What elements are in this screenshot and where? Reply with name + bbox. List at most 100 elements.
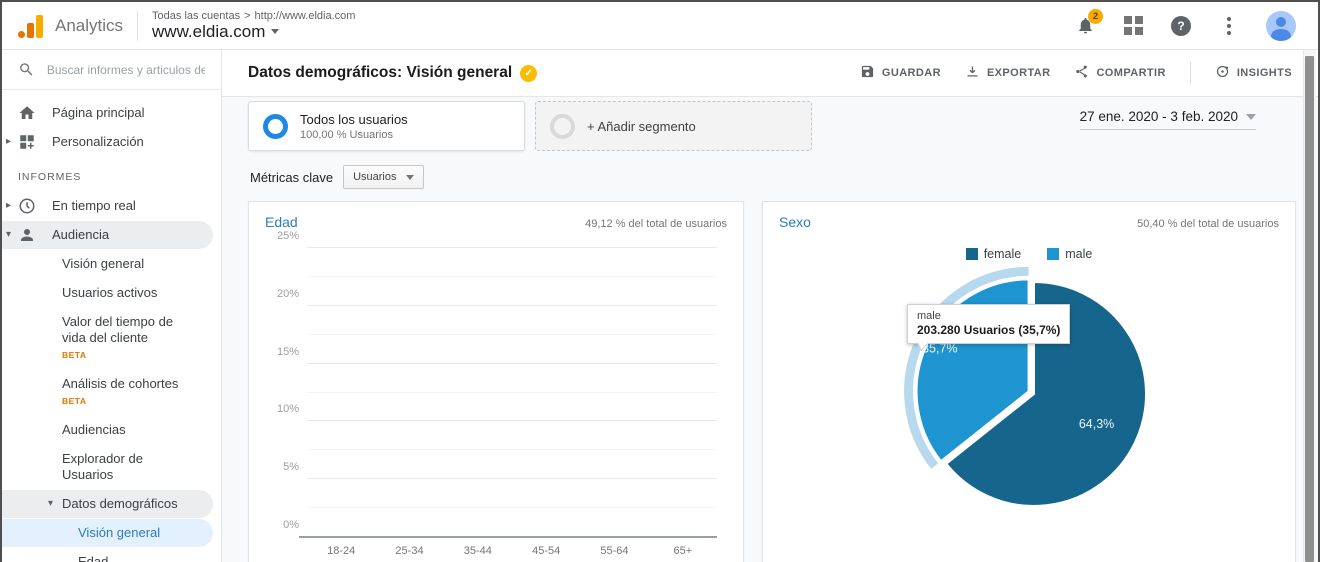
sidebar-item-label: Página principal (52, 105, 145, 120)
age-panel-title[interactable]: Edad (265, 214, 298, 230)
gridline (307, 362, 717, 364)
breadcrumb-property-url[interactable]: http://www.eldia.com (254, 9, 356, 22)
help-button[interactable]: ? (1170, 15, 1192, 37)
compartir-button[interactable]: COMPARTIR (1074, 64, 1165, 82)
sidebar-item-label: Explorador de Usuarios (62, 451, 143, 482)
sidebar-item-usuarios-activos[interactable]: Usuarios activos (2, 279, 221, 307)
beta-badge: BETA (62, 396, 87, 406)
y-tick-label: 15% (276, 345, 299, 358)
key-metrics-row: Métricas clave Usuarios (250, 165, 1296, 189)
help-icon: ? (1171, 15, 1191, 36)
sidebar-item-datos-demograficos[interactable]: ▾ Datos demográficos (2, 490, 213, 518)
chevron-right-icon[interactable]: ▸ (6, 136, 12, 147)
sidebar-nav: Página principal ▸ Personalización INFORMES… (2, 90, 221, 562)
gender-panel-title[interactable]: Sexo (779, 214, 811, 230)
x-tick-label: 35-44 (463, 545, 492, 557)
search-input[interactable] (46, 62, 205, 77)
segment-ring-gray-icon (550, 113, 575, 139)
gridline-minor (307, 507, 717, 509)
sidebar-item-en-tiempo-real[interactable]: ▸ En tiempo real (2, 192, 221, 220)
pie-area: 64,3% 35,7% male 203.280 Usuarios (35,7%) (779, 264, 1279, 562)
sidebar-item-audiencia[interactable]: ▾ Audiencia (2, 221, 213, 249)
chevron-down-icon (406, 174, 415, 180)
kebab-menu-icon (1227, 16, 1231, 35)
page-title: Datos demográficos: Visión general (248, 64, 513, 81)
x-tick-label: 65+ (673, 545, 693, 557)
sidebar-item-personalizacion[interactable]: ▸ Personalización (2, 128, 221, 156)
gridline-minor (307, 449, 717, 451)
x-axis-labels: 18-24 25-34 35-44 45-54 55-64 65+ (307, 545, 717, 557)
notification-badge: 2 (1088, 8, 1103, 24)
top-app-bar: Analytics Todas las cuentas > http://www… (2, 2, 1318, 50)
breadcrumb-separator: > (244, 9, 251, 22)
x-tick-label: 55-64 (600, 545, 629, 557)
chevron-right-icon[interactable]: ▸ (6, 200, 12, 211)
insights-button[interactable]: INSIGHTS (1215, 64, 1292, 82)
sidebar-item-label: Visión general (62, 256, 145, 271)
x-tick-label: 45-54 (532, 545, 561, 557)
account-breadcrumb-block: Todas las cuentas > http://www.eldia.com… (152, 10, 355, 42)
sidebar-item-label: Edad (78, 554, 109, 562)
sidebar-item-analisis-de-cohortes[interactable]: Análisis de cohortes BETA (2, 370, 221, 415)
tooltip-value: 203.280 Usuarios (35,7%) (917, 323, 1061, 337)
sidebar: Página principal ▸ Personalización INFORMES… (2, 50, 222, 562)
metric-dropdown[interactable]: Usuarios (343, 165, 425, 189)
sidebar-item-label: En tiempo real (52, 198, 136, 213)
legend-item-female[interactable]: female (965, 246, 1021, 262)
notifications-button[interactable]: 2 (1074, 8, 1103, 37)
sidebar-item-label: Datos demográficos (62, 496, 178, 511)
x-tick-label: 25-34 (395, 545, 424, 557)
property-selector[interactable]: www.eldia.com (152, 22, 355, 42)
segments-row: Todos los usuarios 100,00 % Usuarios + A… (248, 101, 1296, 151)
chevron-down-icon (271, 29, 280, 34)
sidebar-item-label: Personalización (52, 134, 144, 149)
sidebar-section-label: INFORMES (18, 171, 82, 183)
sidebar-item-label: Usuarios activos (62, 285, 158, 300)
guardar-button[interactable]: GUARDAR (860, 64, 941, 82)
gridline (307, 478, 717, 480)
gridline-minor (307, 391, 717, 393)
property-name: www.eldia.com (152, 21, 266, 41)
segment-ring-icon (263, 113, 288, 139)
breadcrumb-account[interactable]: Todas las cuentas (152, 9, 241, 22)
button-label: EXPORTAR (986, 67, 1051, 79)
more-options-button[interactable] (1218, 15, 1240, 37)
sidebar-item-vision-general[interactable]: Visión general (2, 250, 221, 278)
logo-dot (18, 30, 25, 38)
sidebar-search[interactable] (2, 50, 221, 90)
customization-icon (18, 133, 36, 151)
user-avatar[interactable] (1266, 10, 1296, 41)
pie-slice-female[interactable] (944, 280, 1147, 507)
chevron-down-icon[interactable]: ▾ (48, 498, 54, 509)
legend-item-male[interactable]: male (1047, 246, 1092, 262)
home-icon (18, 104, 36, 122)
sidebar-item-label: Valor del tiempo de vida del cliente BETA (62, 314, 182, 363)
scrollbar-thumb[interactable] (1305, 56, 1314, 562)
apps-button[interactable] (1122, 15, 1144, 37)
bell-icon (1078, 17, 1092, 34)
gridline-minor (307, 333, 717, 335)
apps-grid-icon (1123, 16, 1143, 35)
exportar-button[interactable]: EXPORTAR (965, 64, 1051, 82)
sidebar-item-explorador-de-usuarios[interactable]: Explorador de Usuarios (2, 445, 221, 489)
insights-icon (1215, 64, 1230, 82)
sidebar-item-valor-del-tiempo-de-vida-del-cliente[interactable]: Valor del tiempo de vida del cliente BETA (2, 308, 221, 369)
y-tick-label: 5% (283, 461, 299, 474)
pie-slice-label: 35,7% (922, 342, 957, 356)
sidebar-item-audiencias[interactable]: Audiencias (2, 416, 221, 444)
segment-all-users[interactable]: Todos los usuarios 100,00 % Usuarios (248, 101, 525, 151)
date-range-selector[interactable]: 27 ene. 2020 - 3 feb. 2020 (1079, 109, 1256, 130)
segment-title: Todos los usuarios (300, 111, 408, 127)
chevron-down-icon[interactable]: ▾ (6, 229, 12, 240)
sidebar-item-pagina-principal[interactable]: Página principal (2, 99, 221, 127)
y-tick-label: 20% (276, 287, 299, 300)
age-bar-chart: 0% 5% 10% 15% 20% 25% (277, 230, 717, 538)
x-axis-line (299, 536, 717, 538)
add-segment-button[interactable]: + Añadir segmento (535, 101, 812, 151)
sidebar-item-edad[interactable]: Edad (2, 548, 221, 562)
sidebar-item-label: Audiencias (62, 422, 126, 437)
age-panel: Edad 49,12 % del total de usuarios 0% 5% 1… (248, 201, 744, 562)
y-tick-label: 0% (283, 519, 299, 531)
brand-name: Analytics (55, 15, 124, 35)
sidebar-item-vision-general[interactable]: Visión general (2, 519, 213, 547)
